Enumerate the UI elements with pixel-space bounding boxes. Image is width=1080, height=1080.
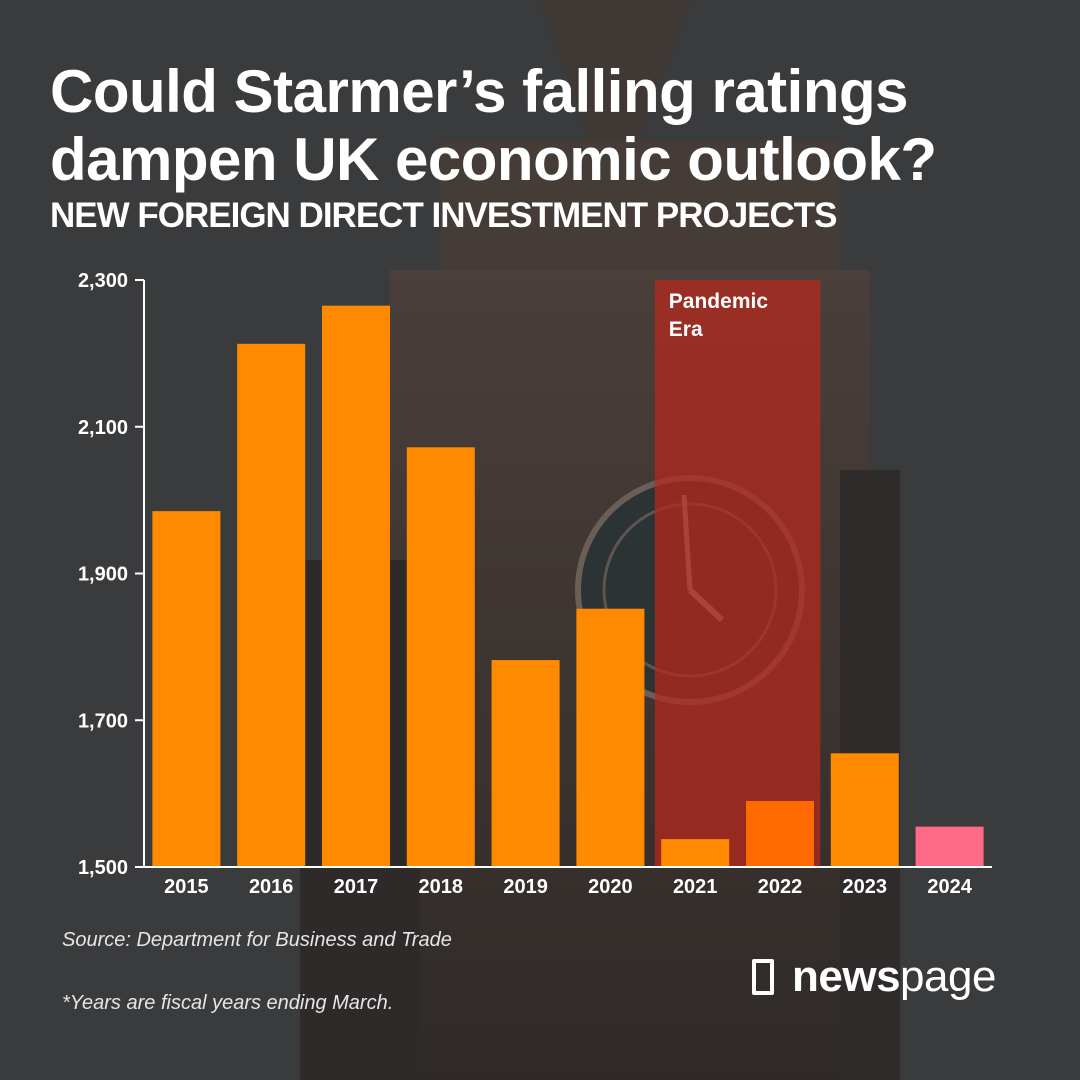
x-tick-label: 2020	[588, 876, 633, 898]
brand-word-page: page	[900, 952, 996, 1001]
bar-2022	[746, 800, 814, 867]
source-note: Source: Department for Business and Trad…	[62, 929, 452, 951]
x-tick-label: 2015	[164, 876, 209, 898]
bar-2019	[491, 660, 560, 867]
y-tick-label: 2,300	[78, 270, 128, 292]
page-title: Could Starmer’s falling ratings dampen U…	[50, 58, 1060, 194]
x-tick-label: 2021	[673, 876, 718, 898]
x-tick-label: 2017	[334, 876, 379, 898]
x-tick-label: 2022	[758, 876, 803, 898]
bar-2021	[661, 839, 730, 867]
brand-wordmark: newspage	[792, 952, 996, 1002]
y-tick-label: 1,700	[78, 710, 128, 732]
title-line-1: Could Starmer’s falling ratings	[50, 58, 909, 125]
y-tick-label: 1,500	[78, 857, 128, 879]
brand-logo: newspage	[752, 952, 996, 1002]
brand-word-news: news	[792, 952, 901, 1001]
bar-2016	[237, 343, 306, 867]
bar-2015	[152, 511, 221, 867]
y-tick-label: 1,900	[78, 564, 128, 586]
pandemic-era-band	[654, 280, 821, 867]
pandemic-era-label-line: Pandemic	[669, 290, 769, 313]
newspage-logo-icon	[752, 959, 774, 995]
y-tick-label: 2,100	[78, 417, 128, 439]
pandemic-era-label-line: Era	[669, 318, 703, 341]
x-tick-label: 2016	[249, 876, 294, 898]
x-tick-label: 2019	[503, 876, 548, 898]
bar-2018	[406, 447, 475, 867]
title-line-2: dampen UK economic outlook?	[50, 126, 937, 193]
bar-2020	[576, 608, 645, 867]
x-tick-label: 2018	[419, 876, 464, 898]
chart-subtitle: NEW FOREIGN DIRECT INVESTMENT PROJECTS	[50, 196, 837, 235]
bar-2017	[322, 305, 390, 867]
x-tick-label: 2023	[843, 876, 888, 898]
x-tick-label: 2024	[927, 876, 972, 898]
bar-2023	[830, 753, 899, 867]
bar-2024	[915, 826, 984, 867]
footnote: *Years are fiscal years ending March.	[62, 992, 394, 1014]
